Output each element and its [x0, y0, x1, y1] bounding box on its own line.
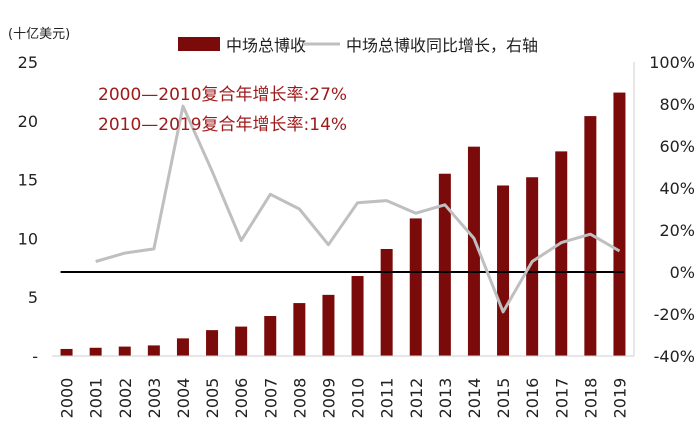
x-tick-label: 2019 — [610, 378, 629, 419]
bar — [322, 294, 335, 356]
bar — [497, 185, 510, 356]
y-axis-right: -40% -20% 0% 20% 40% 60% 80% 100% — [649, 53, 695, 366]
bar — [147, 345, 160, 356]
y-left-tick-label: - — [32, 347, 38, 366]
y-right-tick-label: 40% — [659, 179, 695, 198]
x-tick-label: 2010 — [349, 378, 368, 419]
x-tick-label: 2012 — [407, 378, 426, 419]
x-tick-label: 2002 — [116, 378, 135, 419]
annotation-cagr-2000-2010: 2000—2010复合年增长率:27% — [98, 85, 347, 105]
x-tick-label: 2015 — [494, 378, 513, 419]
bar — [409, 218, 422, 356]
y-left-tick-label: 20 — [18, 112, 38, 131]
x-tick-label: 2018 — [581, 378, 600, 419]
bar — [235, 326, 248, 356]
legend: 中场总博收 中场总博收同比增长，右轴 — [178, 36, 538, 55]
bar — [176, 338, 189, 356]
bar — [613, 92, 626, 357]
x-tick-label: 2006 — [232, 378, 251, 419]
bar — [60, 348, 73, 356]
y-right-tick-label: -40% — [654, 347, 695, 366]
bar — [438, 173, 451, 356]
bar — [380, 248, 393, 356]
y-axis-left: - 5 10 15 20 25 — [18, 53, 38, 366]
x-tick-label: 2001 — [87, 378, 106, 419]
bar — [351, 276, 364, 356]
bar — [555, 151, 568, 356]
x-tick-label: 2007 — [261, 378, 280, 419]
bar — [264, 316, 277, 356]
x-tick-label: 2003 — [145, 378, 164, 419]
x-tick-label: 2013 — [436, 378, 455, 419]
x-tick-label: 2000 — [58, 378, 77, 419]
x-tick-label: 2011 — [378, 378, 397, 419]
y-left-tick-label: 25 — [18, 53, 38, 72]
y-right-tick-label: 80% — [659, 95, 695, 114]
y-right-tick-label: -20% — [654, 305, 695, 324]
y-left-tick-label: 10 — [18, 229, 38, 248]
bar — [467, 146, 480, 356]
y-left-tick-label: 15 — [18, 171, 38, 190]
bar — [118, 346, 131, 356]
bar — [293, 303, 306, 356]
x-tick-label: 2008 — [290, 378, 309, 419]
x-tick-label: 2004 — [174, 378, 193, 419]
bar — [526, 177, 539, 356]
bar — [89, 347, 102, 356]
x-axis-labels: 2000 2001 2002 2003 2004 2005 2006 2007 2008 2009… — [58, 378, 630, 419]
y-right-tick-label: 0% — [670, 263, 695, 282]
bar — [584, 116, 597, 356]
y-right-tick-label: 100% — [649, 53, 695, 72]
x-tick-label: 2017 — [552, 378, 571, 419]
legend-label-bar: 中场总博收 — [226, 36, 306, 55]
annotation-cagr-2010-2019: 2010—2019复合年增长率:14% — [98, 115, 347, 135]
unit-label: (十亿美元) — [8, 27, 70, 42]
y-right-tick-label: 20% — [659, 221, 695, 240]
bar-series — [60, 92, 626, 357]
y-right-tick-label: 60% — [659, 137, 695, 156]
legend-swatch-bar — [178, 37, 220, 51]
y-left-tick-label: 5 — [28, 288, 38, 307]
legend-label-line: 中场总博收同比增长，右轴 — [346, 36, 538, 55]
growth-line — [95, 104, 621, 314]
x-tick-label: 2016 — [523, 378, 542, 419]
bar — [206, 330, 219, 356]
x-tick-label: 2005 — [203, 378, 222, 419]
x-tick-label: 2009 — [319, 378, 338, 419]
x-tick-label: 2014 — [465, 378, 484, 419]
